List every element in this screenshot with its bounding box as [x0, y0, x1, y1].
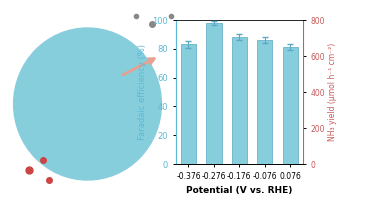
Bar — [283, 47, 298, 164]
Bar — [181, 44, 196, 164]
X-axis label: Potential (V vs. RHE): Potential (V vs. RHE) — [186, 186, 292, 195]
FancyArrowPatch shape — [123, 59, 154, 75]
Bar — [232, 37, 247, 164]
Circle shape — [13, 28, 162, 180]
Bar — [257, 40, 272, 164]
Y-axis label: NH₃ yield (μmol h⁻¹ cm⁻²): NH₃ yield (μmol h⁻¹ cm⁻²) — [328, 43, 337, 141]
Y-axis label: Faradaic efficiency (%): Faradaic efficiency (%) — [138, 44, 147, 140]
Bar — [206, 23, 221, 164]
